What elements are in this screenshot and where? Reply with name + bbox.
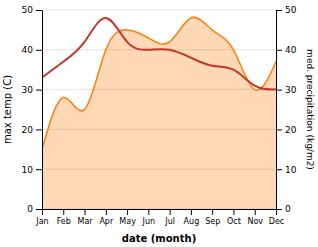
- tick-mark: [191, 209, 192, 215]
- tick-mark: [233, 209, 234, 215]
- tick: 30: [276, 85, 297, 95]
- tick: Nov: [247, 209, 263, 226]
- tick-label: 30: [22, 85, 34, 95]
- tick-mark: [276, 10, 282, 11]
- line: [42, 17, 276, 149]
- tick: 30: [22, 85, 42, 95]
- tick: 20: [276, 125, 297, 135]
- tick-label: Aug: [184, 217, 200, 226]
- tick-label: Jan: [35, 217, 48, 226]
- x-axis-title: date (month): [122, 233, 196, 244]
- y2-axis-title: med. precipitation (kg/m2): [305, 49, 315, 170]
- tick-mark: [36, 209, 42, 210]
- tick-label: 30: [285, 85, 297, 95]
- tick-mark: [276, 169, 282, 170]
- line: [42, 18, 276, 90]
- grid-line: [42, 10, 276, 11]
- tick: Mar: [77, 209, 93, 226]
- tick-label: 40: [285, 45, 297, 55]
- tick-label: May: [119, 217, 136, 226]
- tick-mark: [36, 129, 42, 130]
- tick-label: 40: [22, 45, 34, 55]
- tick-label: 10: [22, 165, 34, 175]
- tick-mark: [276, 129, 282, 130]
- tick-mark: [106, 209, 107, 215]
- tick-mark: [276, 209, 282, 210]
- tick-mark: [63, 209, 64, 215]
- tick: 40: [22, 45, 42, 55]
- tick-mark: [36, 90, 42, 91]
- y-axis-title: max temp (C): [2, 75, 13, 144]
- tick-label: 10: [285, 165, 297, 175]
- tick-mark: [36, 50, 42, 51]
- y-axis-line: [36, 11, 43, 210]
- tick-mark: [36, 169, 42, 170]
- tick-label: Sep: [205, 217, 220, 226]
- tick: 10: [276, 165, 297, 175]
- tick-label: 0: [285, 204, 291, 214]
- tick: Jul: [164, 209, 175, 226]
- tick: Dec: [269, 209, 284, 226]
- tick-label: 0: [27, 204, 33, 214]
- tick-mark: [212, 209, 213, 215]
- x-axis-line: [43, 210, 277, 216]
- tick: Sep: [205, 209, 220, 226]
- tick-label: Apr: [99, 217, 114, 226]
- tick: 20: [22, 125, 42, 135]
- tick: Oct: [227, 209, 241, 226]
- tick-mark: [255, 209, 256, 215]
- tick-label: 50: [22, 5, 34, 15]
- tick-label: Jun: [142, 217, 156, 226]
- tick-label: 20: [285, 125, 297, 135]
- x-axis: Jan Feb Mar Apr May Jun Jul Aug Sep Oct Nov Dec: [35, 209, 284, 226]
- tick: 0: [27, 204, 42, 214]
- plot-area: JanFebMarAprMayJunJulAugSepOctNovDec0102…: [22, 5, 297, 225]
- tick: 0: [276, 204, 291, 214]
- chart: JanFebMarAprMayJunJulAugSepOctNovDec0102…: [0, 0, 318, 247]
- tick: Aug: [184, 209, 200, 226]
- y2-axis: 0 10 20 30 40 50: [276, 5, 297, 214]
- tick: Jun: [142, 209, 156, 226]
- tick-mark: [276, 90, 282, 91]
- tick: Feb: [57, 209, 71, 226]
- tick-mark: [85, 209, 86, 215]
- tick-label: Nov: [247, 217, 263, 226]
- y2-axis-line: [277, 11, 283, 210]
- tick-label: Jul: [164, 217, 175, 226]
- tick: 50: [276, 5, 297, 15]
- area: [42, 17, 276, 209]
- tick: Apr: [99, 209, 114, 226]
- tick-label: Dec: [269, 217, 284, 226]
- grid: [42, 10, 276, 209]
- tick-label: Oct: [227, 217, 241, 226]
- tick-mark: [170, 209, 171, 215]
- y-axis: 0 10 20 30 40 50: [22, 5, 43, 214]
- tick-label: Mar: [77, 217, 93, 226]
- tick: Jan: [35, 209, 48, 226]
- tick: 40: [276, 45, 297, 55]
- tick-mark: [36, 10, 42, 11]
- tick: May: [119, 209, 136, 226]
- tick-mark: [276, 50, 282, 51]
- tick: 50: [22, 5, 42, 15]
- marks: [42, 17, 276, 209]
- tick-label: Feb: [57, 217, 71, 226]
- tick: 10: [22, 165, 42, 175]
- tick-mark: [148, 209, 149, 215]
- tick-mark: [127, 209, 128, 215]
- tick-label: 50: [285, 5, 297, 15]
- tick-label: 20: [22, 125, 34, 135]
